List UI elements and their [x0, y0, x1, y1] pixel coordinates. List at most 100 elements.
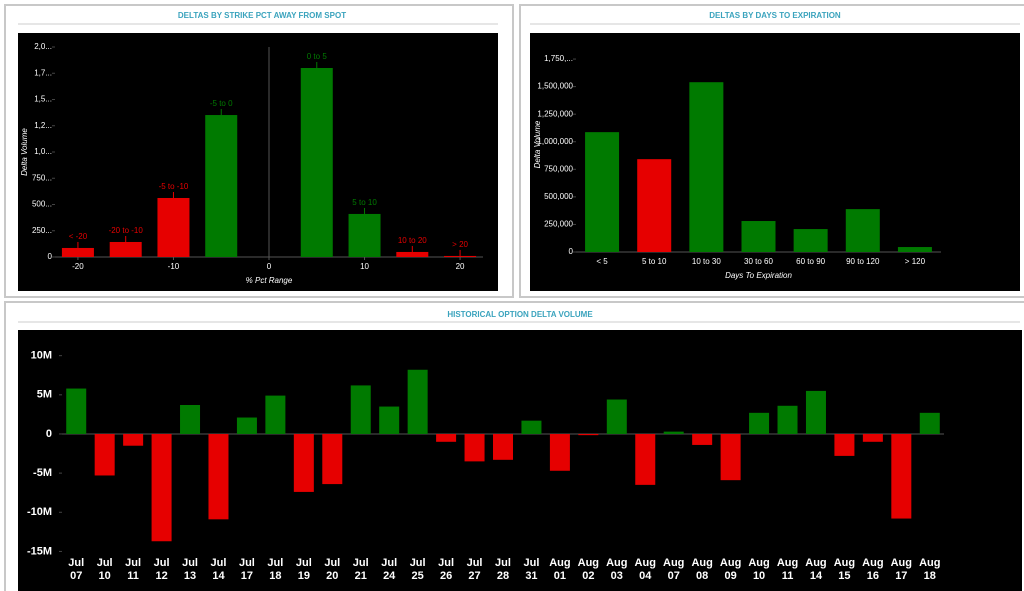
y-axis-title: Delta Volume	[533, 120, 542, 168]
bar	[464, 433, 485, 462]
y-tick-label: 0	[48, 252, 53, 261]
x-tick-label: Aug 10	[748, 557, 770, 582]
bar	[348, 213, 381, 257]
bar	[236, 417, 257, 434]
bar	[578, 433, 599, 436]
y-tick-label: 1,500,000	[537, 82, 573, 91]
x-tick-label: Jul 19	[295, 557, 312, 582]
y-tick-label: 250,000	[544, 220, 573, 229]
y-tick-label: 5M	[37, 389, 52, 401]
x-axis-title: Days To Expiration	[725, 271, 792, 280]
bar	[777, 405, 798, 434]
x-tick-label: Aug 07	[663, 557, 685, 582]
y-tick-label: 500...	[32, 200, 52, 209]
bar	[834, 433, 855, 456]
bar	[109, 241, 142, 257]
x-tick-label: Aug 17	[890, 557, 912, 582]
x-tick-label: Jul 31	[523, 557, 540, 582]
bar	[444, 255, 477, 257]
y-tick-label: 1,5...	[34, 95, 52, 104]
y-tick-label: -5M	[33, 467, 52, 479]
x-tick-label: > 120	[905, 257, 926, 266]
x-tick-label: Jul 14	[210, 557, 227, 582]
bar	[436, 433, 457, 442]
x-tick-label: Aug 14	[805, 557, 827, 582]
y-tick-label: 10M	[31, 350, 52, 362]
x-tick-label: Jul 26	[438, 557, 455, 582]
x-tick-label: 20	[456, 262, 465, 271]
bar	[322, 433, 343, 485]
y-tick-label: 0	[569, 247, 574, 256]
bar	[741, 221, 776, 252]
bar	[862, 433, 883, 442]
bar	[793, 229, 828, 252]
y-tick-label: 1,250,000	[537, 109, 573, 118]
x-tick-label: 60 to 90	[796, 257, 825, 266]
x-tick-label: 0	[267, 262, 272, 271]
x-tick-label: -10	[168, 262, 180, 271]
y-tick-label: 1,750,...	[544, 54, 573, 63]
bar	[720, 433, 741, 481]
y-tick-label: 2,0...	[34, 42, 52, 51]
x-tick-label: Aug 03	[606, 557, 628, 582]
x-tick-label: Jul 20	[324, 557, 341, 582]
x-tick-label: -20	[72, 262, 84, 271]
y-tick-label: 750,000	[544, 164, 573, 173]
x-tick-label: 30 to 60	[744, 257, 773, 266]
y-tick-label: 250...	[32, 226, 52, 235]
x-tick-label: Jul 11	[125, 557, 142, 582]
x-tick-label: Aug 01	[549, 557, 571, 582]
x-tick-label: Jul 12	[153, 557, 170, 582]
y-tick-label: -15M	[27, 545, 52, 557]
bar	[123, 433, 144, 446]
x-tick-label: Jul 28	[495, 557, 511, 582]
y-tick-label: 1,000,000	[537, 137, 573, 146]
bar	[208, 433, 229, 520]
x-tick-label: 90 to 120	[846, 257, 880, 266]
bar	[549, 433, 570, 471]
y-tick-label: 1,0...	[34, 147, 52, 156]
bar-label: 0 to 5	[307, 52, 328, 61]
x-tick-label: Jul 07	[68, 557, 85, 582]
x-tick-label: 10	[360, 262, 369, 271]
y-tick-label: 750...	[32, 173, 52, 182]
x-tick-label: Jul 18	[267, 557, 284, 582]
bar-label: -5 to -10	[159, 182, 189, 191]
chart-title: DELTAS BY STRIKE PCT AWAY FROM SPOT	[178, 11, 346, 20]
bar	[151, 433, 172, 542]
x-tick-label: Aug 11	[776, 557, 799, 582]
bar	[407, 369, 428, 434]
bar	[635, 433, 656, 485]
x-tick-label: Aug 08	[691, 557, 713, 582]
bar-label: 10 to 20	[398, 236, 427, 245]
x-tick-label: Jul 21	[352, 557, 369, 582]
bar	[663, 431, 684, 434]
x-axis-title: % Pct Range	[246, 276, 293, 285]
bar	[845, 209, 880, 252]
bar	[521, 420, 542, 434]
bar	[891, 433, 912, 519]
x-tick-label: Jul 13	[182, 557, 198, 582]
y-tick-label: 1,2...	[34, 121, 52, 130]
bar	[157, 197, 190, 257]
x-tick-label: Aug 18	[919, 557, 941, 582]
y-tick-label: -10M	[27, 506, 52, 518]
x-tick-label: Jul 17	[238, 557, 255, 582]
bar	[379, 406, 400, 434]
y-axis-title: Delta Volume	[20, 128, 29, 176]
bar	[94, 433, 115, 476]
y-tick-label: 500,000	[544, 192, 573, 201]
bar-label: < -20	[69, 232, 88, 241]
bar-label: 5 to 10	[352, 198, 377, 207]
y-tick-label: 1,7...	[34, 68, 52, 77]
x-tick-label: < 5	[596, 257, 608, 266]
bar	[606, 399, 627, 434]
x-tick-label: 5 to 10	[642, 257, 667, 266]
bar	[396, 251, 429, 257]
bar	[749, 412, 770, 434]
bar	[265, 395, 286, 434]
x-tick-label: Aug 04	[634, 557, 656, 582]
bar	[493, 433, 513, 460]
